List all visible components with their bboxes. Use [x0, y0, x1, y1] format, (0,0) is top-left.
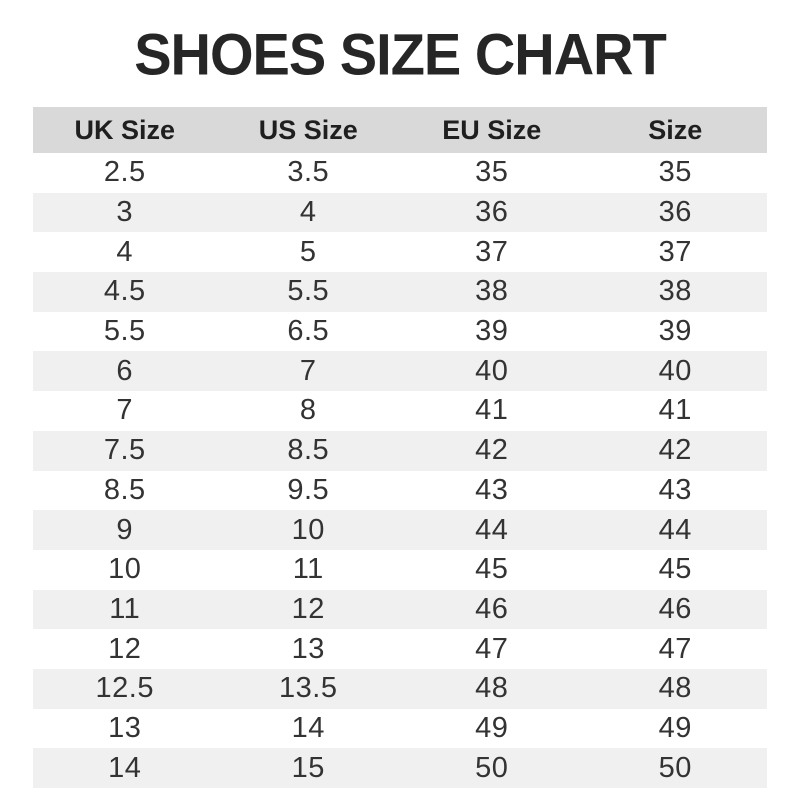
size-cell: 13 — [291, 632, 325, 665]
size-cell: 13 — [108, 711, 142, 744]
size-cell: 41 — [658, 394, 692, 427]
size-cell: 12 — [108, 632, 142, 665]
size-cell: 38 — [475, 275, 509, 308]
size-cell: 5.5 — [287, 275, 330, 308]
column-header-eu-size: EU Size — [442, 114, 542, 145]
size-cell: 45 — [658, 553, 692, 586]
size-cell: 6.5 — [287, 315, 330, 348]
size-cell: 46 — [658, 592, 692, 625]
size-cell: 42 — [475, 434, 509, 467]
size-cell: 6 — [116, 354, 134, 387]
size-cell: 46 — [475, 592, 509, 625]
size-cell: 50 — [658, 751, 692, 784]
size-cell: 3 — [116, 196, 134, 229]
size-cell: 36 — [658, 196, 692, 229]
table-row: 14 15 50 50 — [33, 748, 767, 788]
size-cell: 38 — [658, 275, 692, 308]
table-row: 5.5 6.5 39 39 — [33, 311, 767, 352]
column-header-size: Size — [648, 114, 703, 145]
column-header-uk-size: UK Size — [74, 114, 176, 145]
page-title: SHOES SIZE CHART — [134, 21, 667, 88]
size-cell: 42 — [658, 434, 692, 467]
size-cell: 4.5 — [103, 275, 146, 308]
size-cell: 5 — [299, 235, 317, 268]
size-cell: 47 — [658, 632, 692, 665]
size-cell: 8.5 — [103, 473, 146, 506]
size-cell: 39 — [658, 315, 692, 348]
size-cell: 10 — [291, 513, 325, 546]
size-cell: 2.5 — [103, 156, 146, 189]
table-row: 8.5 9.5 43 43 — [33, 470, 767, 511]
table-row: 4.5 5.5 38 38 — [33, 272, 767, 312]
table-row: 7 8 41 41 — [33, 391, 767, 431]
table-row: 10 11 45 45 — [33, 549, 767, 590]
size-cell: 44 — [658, 513, 692, 546]
size-cell: 7.5 — [103, 434, 146, 467]
size-cell: 15 — [291, 751, 325, 784]
table-header-row: UK Size US Size EU Size Size — [33, 107, 767, 153]
table-row: 13 14 49 49 — [33, 708, 767, 749]
size-cell: 35 — [658, 156, 692, 189]
size-cell: 9.5 — [287, 473, 330, 506]
column-header-us-size: US Size — [258, 114, 358, 145]
table-row: 6 7 40 40 — [33, 351, 767, 392]
table-body: 2.5 3.5 35 35 3 4 36 36 4 5 37 37 4.5 5.5 38 38 5.5 6.5 39… — [33, 153, 767, 788]
size-cell: 37 — [475, 235, 509, 268]
size-cell: 41 — [475, 394, 509, 427]
size-cell: 7 — [299, 354, 317, 387]
size-cell: 48 — [475, 672, 509, 705]
size-cell: 44 — [475, 513, 509, 546]
table-row: 7.5 8.5 42 42 — [33, 430, 767, 471]
size-cell: 10 — [108, 553, 142, 586]
size-cell: 4 — [116, 235, 134, 268]
table-row: 2.5 3.5 35 35 — [33, 153, 767, 193]
size-cell: 9 — [116, 513, 134, 546]
size-cell: 40 — [475, 354, 509, 387]
table-row: 4 5 37 37 — [33, 232, 767, 273]
size-cell: 8 — [299, 394, 317, 427]
size-cell: 47 — [475, 632, 509, 665]
size-cell: 5.5 — [103, 315, 146, 348]
size-cell: 40 — [658, 354, 692, 387]
size-cell: 48 — [658, 672, 692, 705]
table-row: 11 12 46 46 — [33, 589, 767, 630]
size-cell: 12.5 — [95, 672, 154, 705]
size-cell: 8.5 — [287, 434, 330, 467]
size-cell: 14 — [291, 711, 325, 744]
size-cell: 13.5 — [279, 672, 338, 705]
size-cell: 36 — [475, 196, 509, 229]
size-cell: 35 — [475, 156, 509, 189]
size-cell: 12 — [291, 592, 325, 625]
table-row: 3 4 36 36 — [33, 192, 767, 233]
size-cell: 43 — [475, 473, 509, 506]
table-row: 12.5 13.5 48 48 — [33, 668, 767, 709]
table-row: 9 10 44 44 — [33, 510, 767, 550]
size-cell: 49 — [658, 711, 692, 744]
size-cell: 50 — [475, 751, 509, 784]
size-cell: 7 — [116, 394, 134, 427]
size-cell: 45 — [475, 553, 509, 586]
size-cell: 37 — [658, 235, 692, 268]
size-cell: 14 — [108, 751, 142, 784]
size-cell: 39 — [475, 315, 509, 348]
size-cell: 4 — [299, 196, 317, 229]
size-cell: 11 — [109, 592, 141, 625]
size-cell: 49 — [475, 711, 509, 744]
size-cell: 11 — [292, 553, 324, 586]
size-cell: 43 — [658, 473, 692, 506]
size-table: UK Size US Size EU Size Size 2.5 3.5 35 35 3… — [33, 107, 767, 788]
table-row: 12 13 47 47 — [33, 629, 767, 669]
size-cell: 3.5 — [287, 156, 330, 189]
